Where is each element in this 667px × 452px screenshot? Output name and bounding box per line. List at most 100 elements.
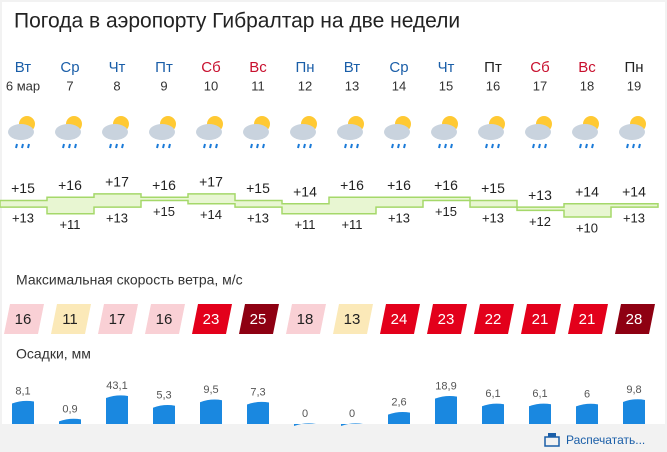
weekday: Вт	[344, 59, 361, 76]
wind-value: 23	[438, 311, 455, 328]
weekday: Вт	[15, 59, 32, 76]
temp-max: +16	[58, 177, 82, 193]
wind-tile	[4, 304, 44, 334]
precip-value: 0	[349, 408, 355, 420]
rain	[156, 143, 171, 149]
cloud	[290, 124, 316, 140]
weekday: Сб	[530, 59, 549, 76]
weekday: Ср	[389, 59, 408, 76]
wind-tile	[521, 304, 561, 334]
temp-min: +10	[576, 220, 598, 235]
print-link[interactable]: Распечатать...	[566, 433, 645, 447]
cloud	[55, 124, 81, 140]
cloud	[149, 124, 175, 140]
temp-max: +16	[340, 177, 364, 193]
weather-icon	[525, 116, 552, 149]
wind-value: 13	[344, 311, 361, 328]
weather-icon	[149, 116, 176, 149]
temp-max: +14	[622, 184, 646, 200]
temp-min: +13	[12, 211, 34, 226]
precip-value: 6,1	[485, 388, 500, 400]
cloud	[478, 124, 504, 140]
date: 16	[486, 78, 500, 93]
precip-bar	[341, 423, 363, 426]
cloud	[384, 124, 410, 140]
wind-value: 28	[626, 311, 643, 328]
cloud	[572, 124, 598, 140]
rain	[62, 143, 77, 149]
temp-min: +13	[623, 211, 645, 226]
precip-value: 6,1	[532, 388, 547, 400]
wind-tile	[239, 304, 279, 334]
temp-max: +16	[152, 177, 176, 193]
temp-min: +15	[435, 204, 457, 219]
precip-bar	[294, 423, 316, 426]
precip-title: Осадки, мм	[16, 346, 91, 362]
weekday: Чт	[438, 59, 455, 76]
precip-value: 7,3	[250, 386, 265, 398]
wind-tile	[380, 304, 420, 334]
cloud	[102, 124, 128, 140]
temp-max: +17	[199, 174, 223, 190]
precip-bar	[529, 403, 551, 424]
weather-icon	[196, 116, 223, 149]
weekday: Чт	[109, 59, 126, 76]
wind-title: Максимальная скорость ветра, м/с	[16, 272, 243, 288]
rain	[438, 143, 453, 149]
cloud	[243, 124, 269, 140]
cloud	[525, 124, 551, 140]
wind-tile	[615, 304, 655, 334]
wind-value: 23	[203, 311, 220, 328]
rain	[203, 143, 218, 149]
date: 7	[66, 78, 73, 93]
wind-tile	[427, 304, 467, 334]
precip-value: 2,6	[391, 397, 406, 409]
precip-bar	[59, 418, 81, 424]
precip-bar	[576, 403, 598, 424]
temp-max: +15	[246, 180, 270, 196]
cloud	[619, 124, 645, 140]
date: 10	[204, 78, 218, 93]
temp-min: +13	[388, 211, 410, 226]
rain	[626, 143, 641, 149]
wind-value: 24	[391, 311, 408, 328]
rain	[297, 143, 312, 149]
wind-tile	[98, 304, 138, 334]
title: Погода в аэропорту Гибралтар на две неде…	[14, 10, 460, 33]
weather-icon	[290, 116, 317, 149]
date: 6 мар	[6, 78, 40, 93]
rain	[344, 143, 359, 149]
date: 19	[627, 78, 641, 93]
precip-bar	[388, 411, 410, 424]
rain	[250, 143, 265, 149]
weather-icon	[243, 116, 270, 149]
temp-band	[0, 193, 659, 218]
precip-bar	[200, 399, 222, 424]
wind-tile	[474, 304, 514, 334]
precip-value: 0	[302, 408, 308, 420]
weather-icon	[337, 116, 364, 149]
wind-tile	[286, 304, 326, 334]
wind-tile	[145, 304, 185, 334]
weekday: Пт	[484, 59, 502, 76]
weather-icon	[102, 116, 129, 149]
weather-icon	[55, 116, 82, 149]
precip-value: 18,9	[435, 381, 456, 393]
precip-bar	[623, 399, 645, 424]
print-icon[interactable]	[544, 433, 560, 447]
temp-min: +11	[341, 217, 362, 232]
temp-min: +13	[106, 211, 128, 226]
wind-value: 18	[297, 311, 314, 328]
weather-icon	[619, 116, 646, 149]
weather-icon	[478, 116, 505, 149]
precip-value: 6	[584, 388, 590, 400]
precip-bar	[153, 405, 175, 424]
weekday: Пн	[624, 59, 643, 76]
weekday: Пт	[155, 59, 173, 76]
date: 11	[251, 78, 265, 93]
temp-min: +12	[529, 214, 551, 229]
temp-max: +16	[434, 177, 458, 193]
weather-icon	[431, 116, 458, 149]
precip-value: 8,1	[15, 385, 30, 397]
